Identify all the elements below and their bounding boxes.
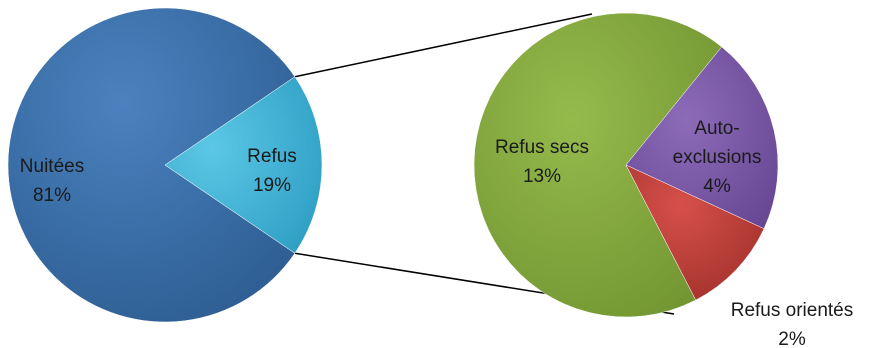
slice-refus xyxy=(164,76,323,254)
slice-refus-secs xyxy=(473,12,723,318)
slice-labels: Nuitées 81% Refus 19% Refus secs 13% Auto-excl… xyxy=(20,118,853,348)
slice-auto-exclusions xyxy=(625,46,779,230)
label-line: 13% xyxy=(523,166,561,187)
label-line: 19% xyxy=(253,175,291,196)
label-line: exclusions xyxy=(673,147,762,168)
label-line: 4% xyxy=(703,176,731,197)
label-line: Refus secs xyxy=(495,137,589,158)
label-nuitees: Nuitées 81% xyxy=(20,156,84,206)
main-pie xyxy=(7,7,323,323)
slice-refus-orientes xyxy=(625,164,765,301)
label-line: Refus orientés xyxy=(731,300,854,321)
connector-line-top xyxy=(294,13,593,78)
label-refus-orientes: Refus orientés 2% xyxy=(731,300,854,348)
label-auto-exclusions: Auto-exclusions 4% xyxy=(673,118,762,197)
label-line: Refus xyxy=(247,146,297,167)
slice-nuitees xyxy=(7,7,296,323)
label-line: 81% xyxy=(33,185,71,206)
label-refus-secs: Refus secs 13% xyxy=(495,137,589,187)
label-line: Nuitées xyxy=(20,156,84,177)
label-line: Auto- xyxy=(694,118,739,139)
secondary-pie xyxy=(473,12,779,318)
label-line: 2% xyxy=(778,329,806,348)
label-refus: Refus 19% xyxy=(247,146,297,196)
